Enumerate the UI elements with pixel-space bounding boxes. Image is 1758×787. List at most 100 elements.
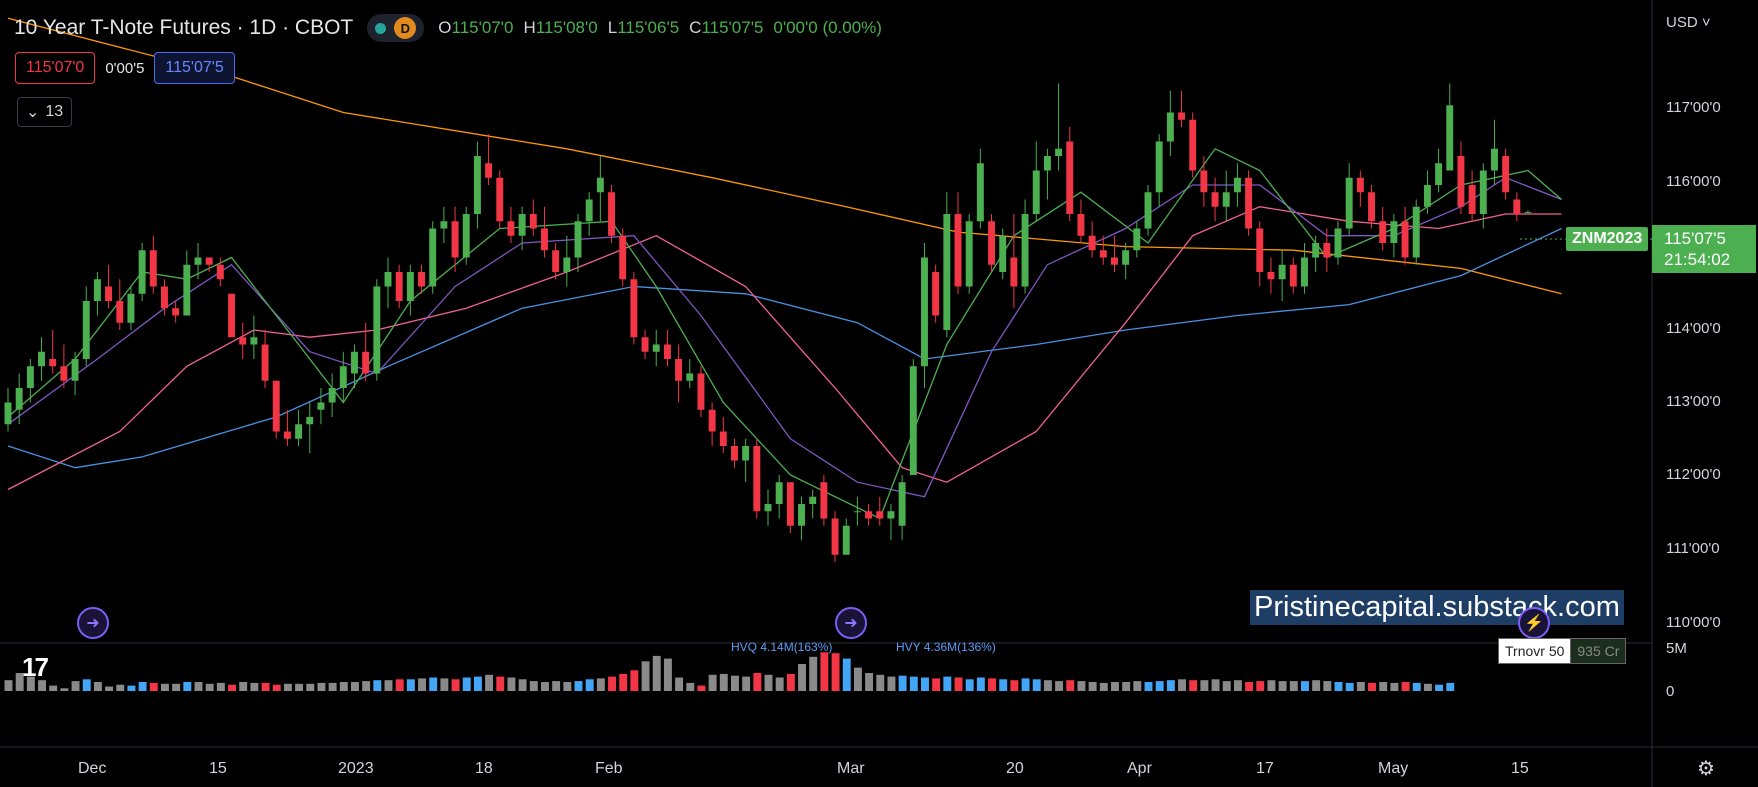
candle-body [1200,170,1208,193]
candle-body [1256,228,1264,272]
candle-body [194,257,202,265]
volume-bar [976,677,985,691]
candle-body [60,366,68,381]
volume-bar [1066,680,1075,691]
volume-bar [1043,680,1052,691]
candle [149,235,157,294]
trade-panel: 115'07'0 0'00'5 115'07'5 [15,52,235,84]
volume-bar [1189,680,1198,691]
candle-body [708,409,716,432]
settings-gear-icon[interactable]: ⚙ [1697,758,1715,780]
candle [127,286,135,330]
candle-body [261,344,269,381]
candle [1301,243,1308,294]
delayed-badge: D [394,17,417,39]
volume-bar [853,667,862,691]
candle [395,264,403,309]
time-tick: 18 [475,760,493,777]
volume-bar [1222,681,1231,691]
candle-body [1055,148,1063,156]
volume-bar [921,677,929,691]
candle [999,228,1007,280]
candle-body [1144,192,1152,229]
candle [295,409,303,446]
candle-body [608,192,615,236]
event-marker-icon[interactable]: ➜ [835,607,867,639]
candle-body [652,344,660,352]
candle [38,337,45,381]
candle-body [183,264,191,316]
candle [1211,177,1219,222]
last-price-value: 115'07'5 [1664,229,1726,248]
candle [216,257,224,287]
candle [686,359,694,388]
volume-bar [719,673,728,691]
candle-body [1077,214,1085,236]
volume-bar [4,680,13,691]
candle-body [1245,177,1253,229]
candle [1043,148,1051,200]
candle [1390,214,1398,258]
volume-bar [228,684,236,691]
candle [93,272,101,316]
candle [272,380,280,439]
sell-button[interactable]: 115'07'0 [15,52,96,84]
volume-bar [574,681,583,691]
candle-body [49,359,57,367]
candle-body [1267,272,1275,280]
volume-bar [1021,678,1030,691]
buy-button[interactable]: 115'07'5 [154,52,235,84]
candle-body [1479,170,1487,214]
candle-body [552,250,560,272]
candle [183,250,191,316]
volume-bar [15,673,24,691]
candle [842,518,850,555]
candle-body [753,446,761,512]
candle-body [999,235,1007,272]
candle [1502,148,1510,200]
candle-body [328,388,336,403]
tradingview-logo[interactable]: 17 [22,652,49,682]
candle-body [38,351,45,367]
volume-bar [1334,682,1343,691]
candle [82,286,90,367]
volume-bar [1390,682,1399,691]
candle [921,243,928,388]
event-marker-icon[interactable]: ➜ [77,607,109,639]
candle [518,206,526,251]
candle [753,438,761,519]
price-tick: 114'00'0 [1666,320,1721,337]
volume-bar [1278,681,1287,691]
volume-bar [988,678,996,691]
candle-body [585,199,593,222]
candle [887,504,895,541]
candle [440,206,448,243]
currency-select[interactable]: USD ˅ [1666,14,1711,31]
lightning-icon[interactable]: ⚡ [1518,607,1550,639]
volume-bar [798,664,806,691]
volume-bar [529,681,538,691]
candle [1189,112,1197,178]
candle [1233,163,1241,207]
candle [1111,235,1118,272]
volume-bar [831,653,840,691]
symbol-price-tag: ZNM2023 [1566,227,1649,251]
symbol-title[interactable]: 10 Year T-Note Futures · 1D · CBOT [14,16,354,39]
volume-bar [306,683,315,691]
turnover-table: Trnovr 50 935 Cr [1497,638,1627,664]
candle [619,228,627,287]
candle-body [842,525,850,555]
indicators-toggle[interactable]: ⌄ 13 [17,97,73,127]
volume-bar [1256,681,1265,691]
time-tick: Feb [595,760,623,777]
candle [1178,90,1185,127]
candle-body [149,250,157,287]
volume-bar [440,678,449,691]
volume-bar [418,678,426,691]
market-status[interactable]: D [367,14,425,42]
candle-body [1502,156,1510,193]
volume-bar [161,683,169,691]
volume-bar [552,681,561,691]
candle-body [1301,257,1308,287]
